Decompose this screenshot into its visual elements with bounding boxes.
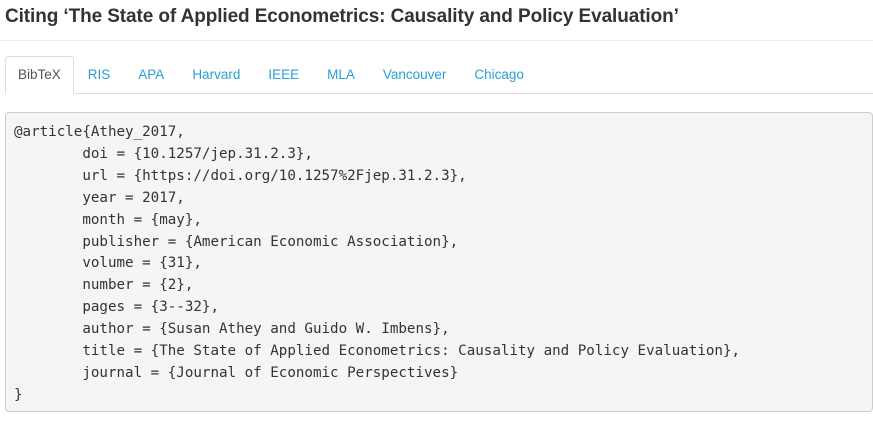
tab-bibtex[interactable]: BibTeX xyxy=(5,56,74,94)
tab-ieee[interactable]: IEEE xyxy=(268,67,300,82)
tab-mla[interactable]: MLA xyxy=(327,67,355,82)
tab-ris[interactable]: RIS xyxy=(87,67,111,82)
citation-code-box[interactable]: @article{Athey_2017, doi = {10.1257/jep.… xyxy=(5,112,873,412)
tab-harvard[interactable]: Harvard xyxy=(192,67,241,82)
tab-vancouver[interactable]: Vancouver xyxy=(382,67,447,82)
title-divider xyxy=(0,40,873,41)
tab-chicago[interactable]: Chicago xyxy=(474,67,524,82)
tab-apa[interactable]: APA xyxy=(138,67,165,82)
bibtex-citation-text[interactable]: @article{Athey_2017, doi = {10.1257/jep.… xyxy=(14,124,741,403)
citation-format-tabs: BibTeX RIS APA Harvard IEEE MLA Vancouve… xyxy=(5,56,873,94)
page-title: Citing ‘The State of Applied Econometric… xyxy=(5,6,679,27)
